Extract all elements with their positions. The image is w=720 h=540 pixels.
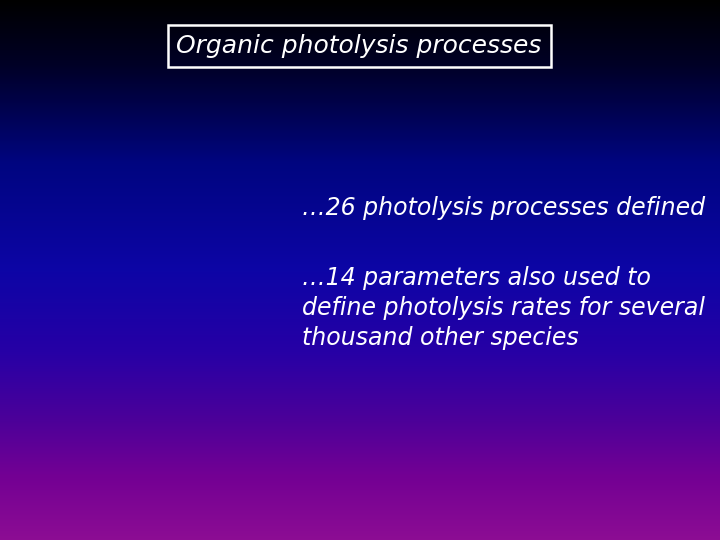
Text: …14 parameters also used to
define photolysis rates for several
thousand other s: …14 parameters also used to define photo…: [302, 266, 706, 349]
Text: …26 photolysis processes defined: …26 photolysis processes defined: [302, 196, 706, 220]
Text: Organic photolysis processes: Organic photolysis processes: [176, 34, 541, 58]
